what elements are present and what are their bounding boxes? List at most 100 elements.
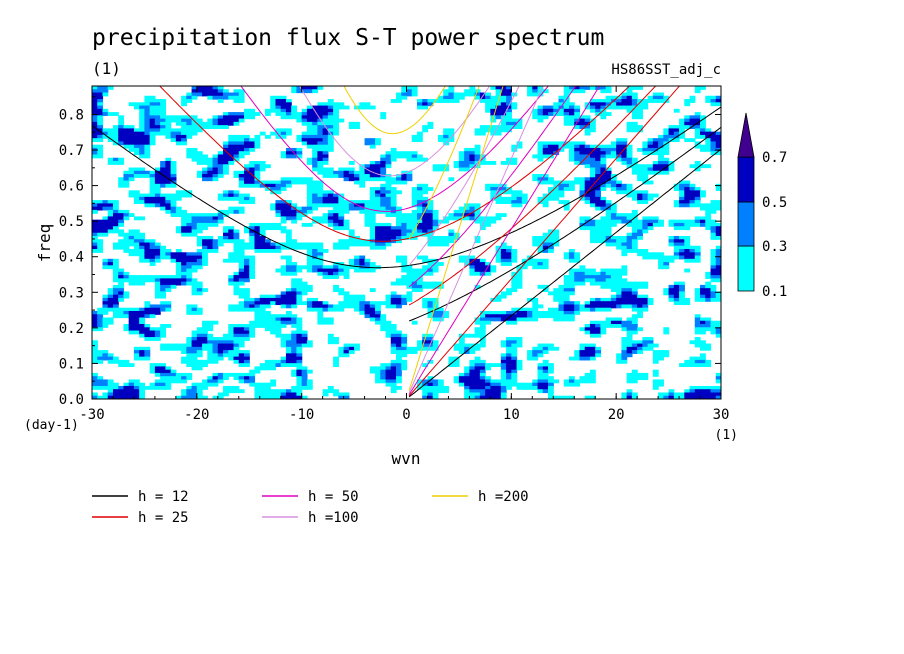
contour-cell <box>118 160 125 165</box>
contour-cell <box>312 268 318 273</box>
contour-cell <box>212 343 219 348</box>
contour-cell <box>228 252 235 257</box>
contour-cell <box>396 333 402 338</box>
contour-cell <box>160 193 166 198</box>
contour-cell <box>705 128 712 133</box>
contour-cell <box>390 147 397 152</box>
contour-cell <box>396 229 402 234</box>
contour-cell <box>715 268 721 273</box>
contour-cell <box>92 235 98 240</box>
contour-cell <box>112 262 119 266</box>
contour-cell <box>595 203 602 208</box>
contour-cell <box>223 92 229 97</box>
contour-cell <box>196 366 203 371</box>
contour-cell <box>406 86 413 90</box>
contour-cell <box>285 291 292 296</box>
contour-cell <box>249 222 256 227</box>
contour-cell <box>605 278 612 283</box>
contour-cell <box>511 193 518 198</box>
contour-cell <box>306 86 313 90</box>
contour-cell <box>642 102 649 107</box>
contour-cell <box>490 265 497 270</box>
contour-cell <box>469 86 476 90</box>
contour-cell <box>443 131 450 136</box>
contour-cell <box>244 108 250 113</box>
contour-cell <box>160 160 166 165</box>
contour-cell <box>175 268 182 273</box>
contour-cell <box>165 275 172 279</box>
contour-cell <box>333 193 339 198</box>
contour-cell <box>495 86 502 90</box>
contour-cell <box>537 310 544 315</box>
contour-cell <box>107 262 114 266</box>
contour-cell <box>385 376 392 381</box>
contour-cell <box>375 203 381 208</box>
contour-cell <box>312 164 318 169</box>
contour-cell <box>275 330 282 335</box>
contour-cell <box>558 291 565 296</box>
dispersion-curve-kelvin-h50 <box>408 86 601 395</box>
contour-cell <box>673 183 680 188</box>
contour-cell <box>453 160 460 165</box>
contour-cell <box>621 213 628 218</box>
contour-cell <box>621 187 628 191</box>
contour-cell <box>616 141 623 146</box>
contour-cell <box>244 196 250 201</box>
contour-cell <box>244 353 250 358</box>
contour-cell <box>658 151 664 156</box>
contour-cell <box>589 190 596 195</box>
contour-cell <box>427 216 434 221</box>
contour-cell <box>107 265 114 270</box>
contour-cell <box>700 340 706 345</box>
contour-cell <box>238 200 245 204</box>
contour-cell <box>537 245 544 250</box>
contour-cell <box>694 320 701 325</box>
contour-cell <box>317 134 324 139</box>
contour-cell <box>700 330 706 335</box>
contour-cell <box>574 89 581 94</box>
contour-cell <box>223 343 229 348</box>
contour-cell <box>542 369 549 374</box>
contour-cell <box>217 118 224 123</box>
contour-cell <box>139 249 146 253</box>
contour-cell <box>291 209 298 214</box>
contour-cell <box>280 131 287 136</box>
contour-cell <box>694 115 701 120</box>
contour-cell <box>684 187 691 191</box>
x-axis: -30 -20 -10 0 10 20 30 <box>79 86 729 423</box>
contour-cell <box>217 219 224 224</box>
contour-cell <box>396 209 402 214</box>
contour-cell <box>474 206 481 211</box>
contour-cell <box>411 235 418 240</box>
contour-cell <box>537 304 544 309</box>
contour-cell <box>259 160 266 165</box>
contour-cell <box>401 333 408 338</box>
contour-cell <box>500 343 507 348</box>
contour-cell <box>637 343 643 348</box>
contour-cell <box>165 255 172 260</box>
contour-cell <box>626 327 633 332</box>
contour-cell <box>123 180 130 185</box>
contour-cell <box>139 245 146 250</box>
contour-cell <box>244 115 250 120</box>
contour-cell <box>401 366 408 371</box>
contour-cell <box>107 200 114 204</box>
contour-cell <box>317 160 324 165</box>
contour-cell <box>264 366 271 371</box>
contour-cell <box>448 92 455 97</box>
contour-cell <box>322 167 329 172</box>
contour-cell <box>348 160 355 165</box>
contour-cell <box>254 304 261 309</box>
contour-cell <box>631 213 638 218</box>
contour-cell <box>212 222 219 227</box>
contour-cell <box>396 379 402 384</box>
contour-cell <box>705 95 712 100</box>
contour-cell <box>170 209 177 214</box>
contour-cell <box>427 395 434 399</box>
contour-cell <box>511 372 518 377</box>
contour-cell <box>427 268 434 273</box>
contour-cell <box>97 147 104 152</box>
contour-cell <box>642 151 649 156</box>
contour-cell <box>416 275 423 279</box>
contour-cell <box>228 340 235 345</box>
